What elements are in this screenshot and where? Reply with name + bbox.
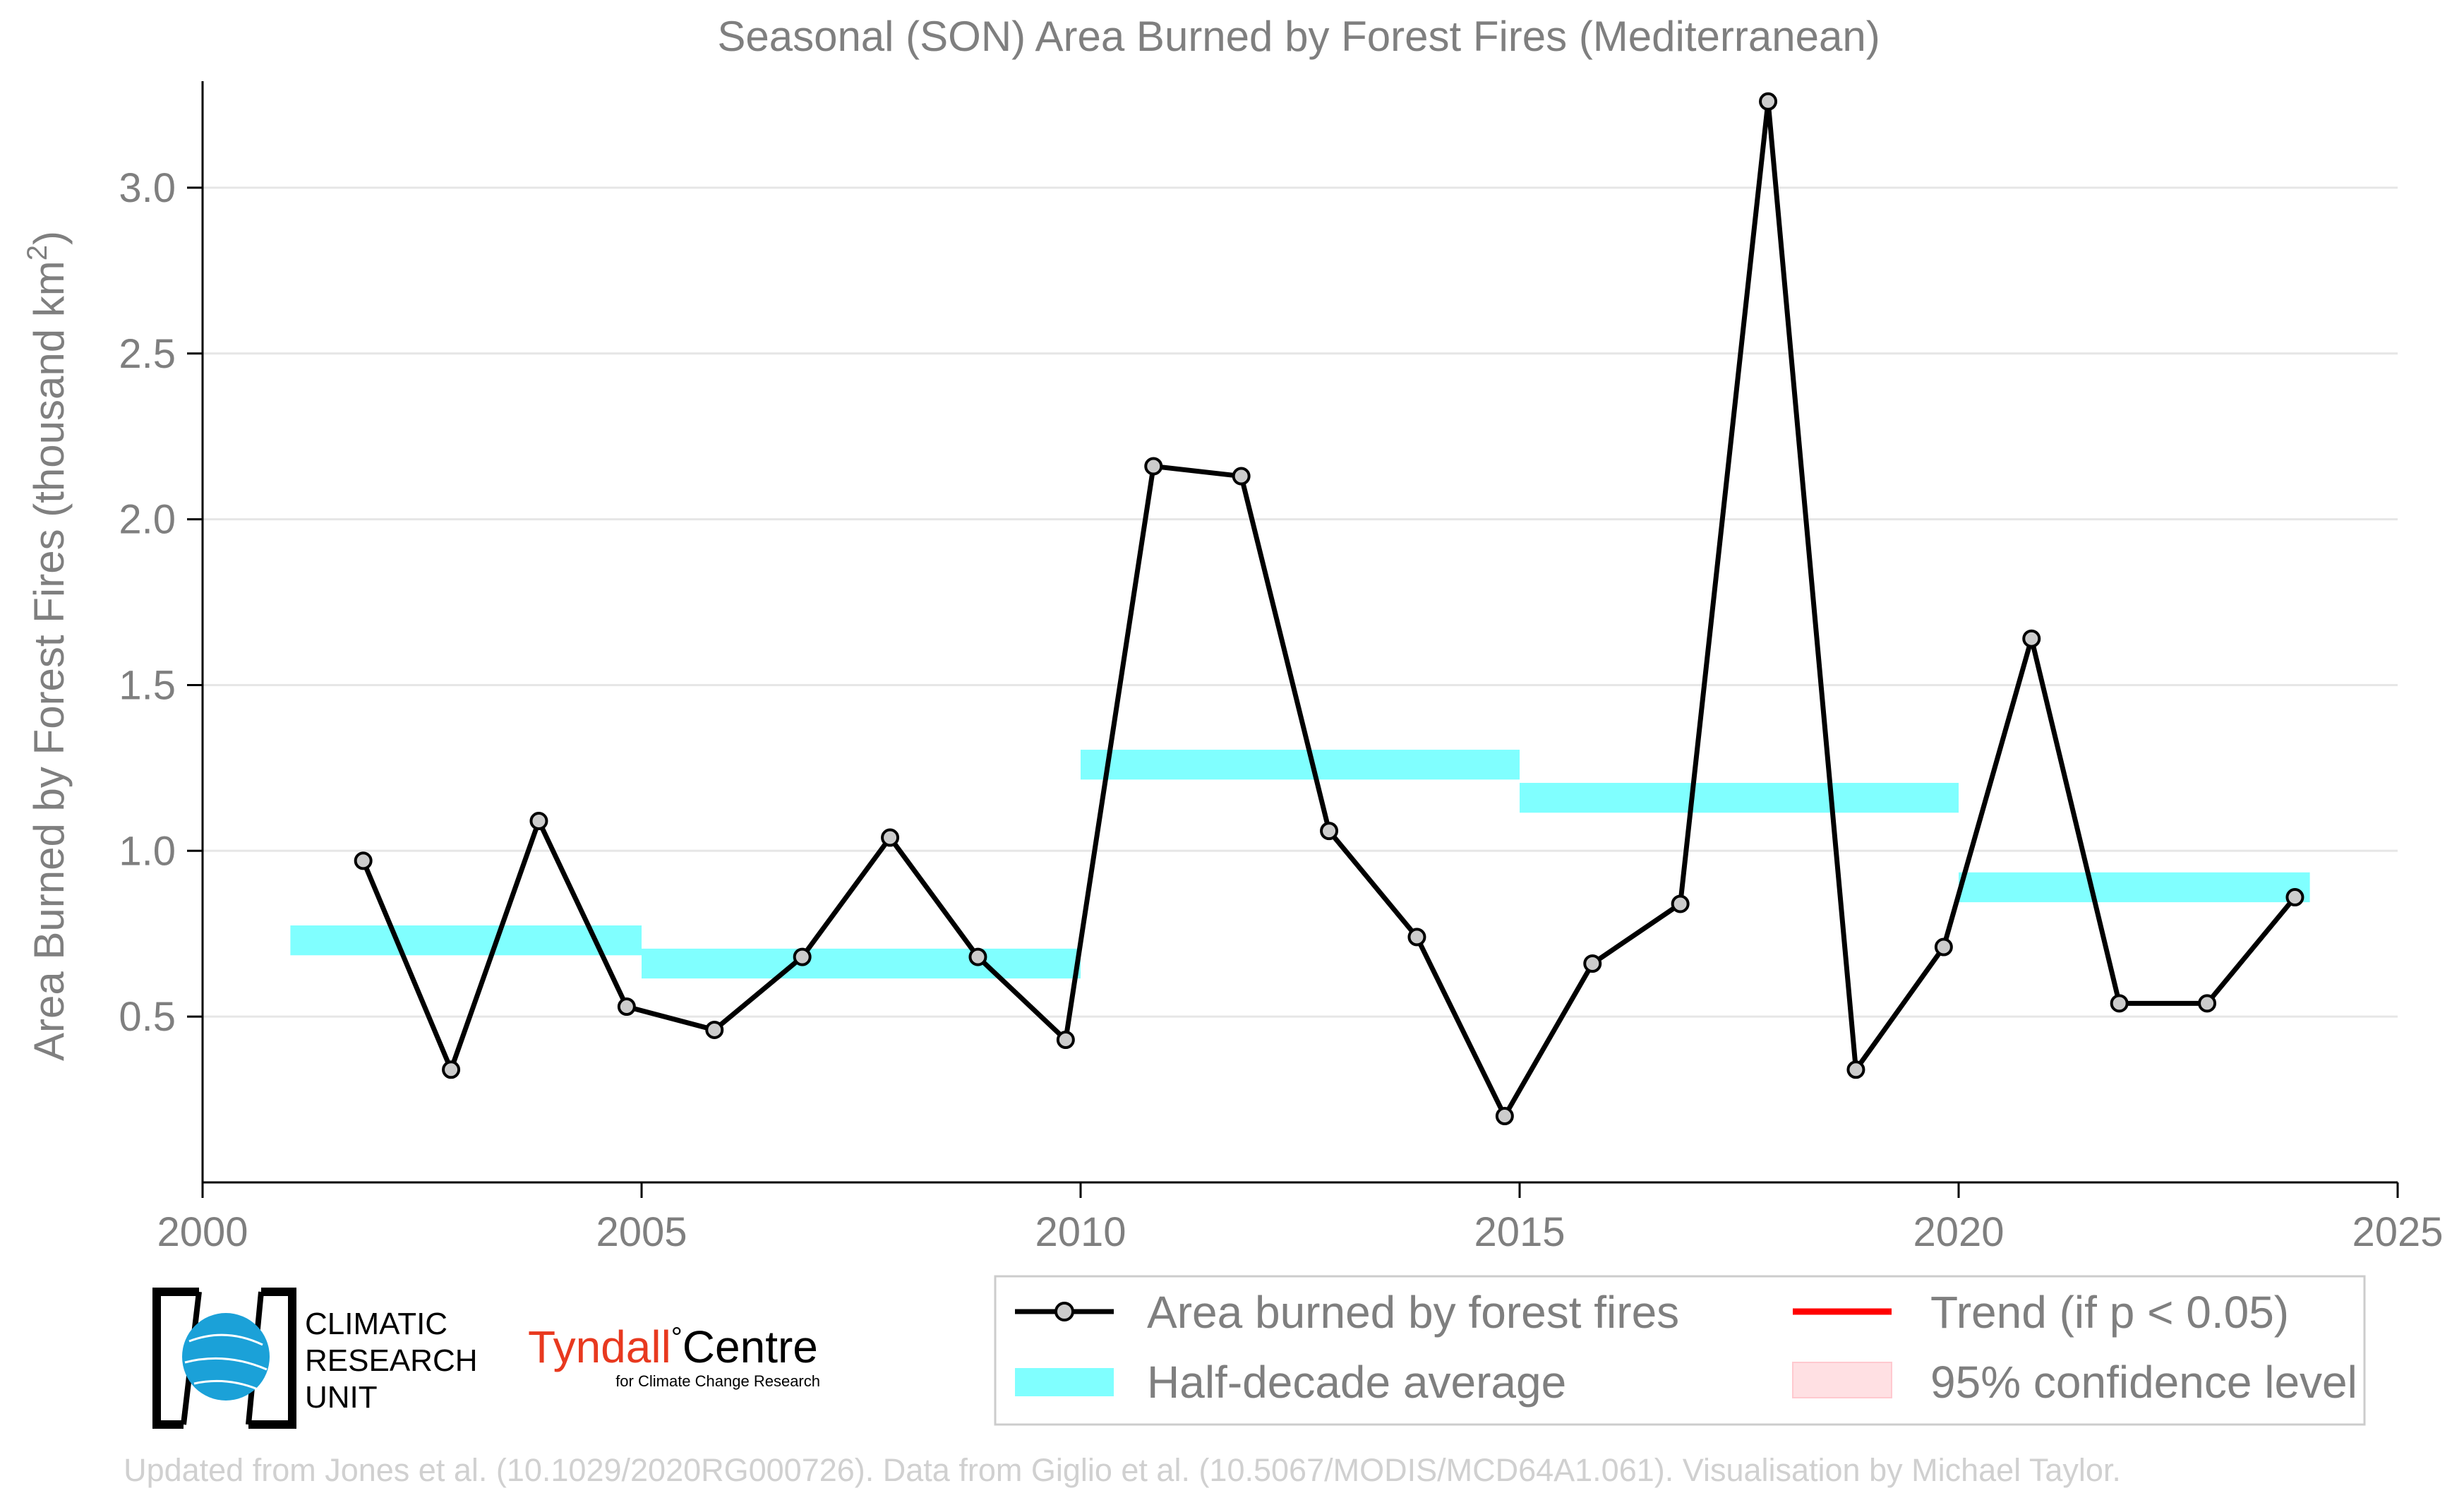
data-point	[1583, 954, 1602, 973]
half-decade-average-bands	[290, 750, 2310, 979]
legend-band-confidence	[1792, 1362, 1892, 1398]
data-point	[2110, 994, 2129, 1013]
footer-credit: Updated from Jones et al. (10.1029/2020R…	[124, 1452, 2121, 1488]
axes: 0.5 1.0 1.5 2.0 2.5 3.0 2000 2005 2010 2015 2020 20…	[119, 81, 2444, 1255]
legend-label-confidence: 95% confidence level	[1930, 1357, 2357, 1408]
data-point	[705, 1020, 724, 1039]
data-point	[1846, 1060, 1865, 1079]
data-point	[1671, 894, 1690, 913]
half-decade-band	[290, 925, 642, 956]
cru-logo: CLIMATIC RESEARCH UNIT	[152, 1288, 478, 1429]
x-tick-label: 2005	[596, 1209, 687, 1255]
y-tick-label: 2.0	[119, 497, 176, 543]
cru-bracket-left	[152, 1288, 199, 1429]
legend-label-half-decade: Half-decade average	[1147, 1357, 1566, 1408]
legend-band-half-decade	[1015, 1368, 1114, 1396]
data-point	[354, 851, 373, 870]
data-point	[1320, 822, 1339, 841]
x-tick-label: 2020	[1913, 1209, 2004, 1255]
tyndall-subtitle: for Climate Change Research	[615, 1372, 820, 1390]
data-point	[2022, 629, 2041, 648]
data-point	[1232, 467, 1251, 486]
globe-contour-lines	[184, 1333, 268, 1391]
data-point	[442, 1060, 461, 1079]
cru-text-line3: UNIT	[305, 1380, 378, 1415]
x-tick-label: 2000	[157, 1209, 248, 1255]
data-point	[881, 828, 900, 847]
data-point	[2198, 994, 2217, 1013]
data-point	[617, 997, 636, 1017]
half-decade-band	[1520, 783, 1959, 813]
data-point	[1144, 457, 1163, 476]
data-point	[793, 947, 812, 966]
y-tick-label: 3.0	[119, 165, 176, 211]
gridlines	[203, 186, 2398, 1018]
legend-label-trend: Trend (if p < 0.05)	[1930, 1287, 2289, 1338]
y-axis-label: Area Burned by Forest Fires (thousand km…	[22, 231, 73, 1061]
legend-marker	[1054, 1302, 1074, 1321]
data-point	[1934, 937, 1953, 957]
legend-label-area-burned: Area burned by forest fires	[1147, 1287, 1679, 1338]
data-point	[529, 812, 548, 831]
cru-text-line2: RESEARCH	[305, 1343, 478, 1378]
x-tick-label: 2010	[1035, 1209, 1126, 1255]
x-tick-label: 2015	[1474, 1209, 1565, 1255]
legend: Area burned by forest fires Trend (if p …	[994, 1275, 2366, 1426]
half-decade-band	[642, 948, 1081, 979]
series-area-burned	[354, 92, 2304, 1126]
y-tick-label: 1.5	[119, 662, 176, 708]
y-tick-label: 0.5	[119, 994, 176, 1040]
data-point	[1056, 1031, 1075, 1050]
x-tick-label: 2025	[2352, 1209, 2443, 1255]
data-point	[1407, 928, 1426, 947]
chart-title: Seasonal (SON) Area Burned by Forest Fir…	[717, 13, 1880, 60]
legend-box	[994, 1275, 2366, 1426]
data-point	[2285, 888, 2304, 907]
half-decade-band	[1081, 750, 1520, 780]
data-point	[968, 947, 987, 966]
data-point	[1495, 1107, 1514, 1126]
y-tick-label: 1.0	[119, 828, 176, 874]
cru-bracket-right	[248, 1288, 296, 1429]
globe-icon	[182, 1313, 270, 1401]
y-tick-label: 2.5	[119, 331, 176, 377]
tyndall-name: Tyndall°Centre	[528, 1321, 818, 1372]
cru-text-line1: CLIMATIC	[305, 1307, 447, 1341]
tyndall-logo: Tyndall°Centre for Climate Change Resear…	[528, 1321, 820, 1390]
half-decade-band	[1959, 872, 2310, 903]
data-point	[1759, 92, 1778, 111]
